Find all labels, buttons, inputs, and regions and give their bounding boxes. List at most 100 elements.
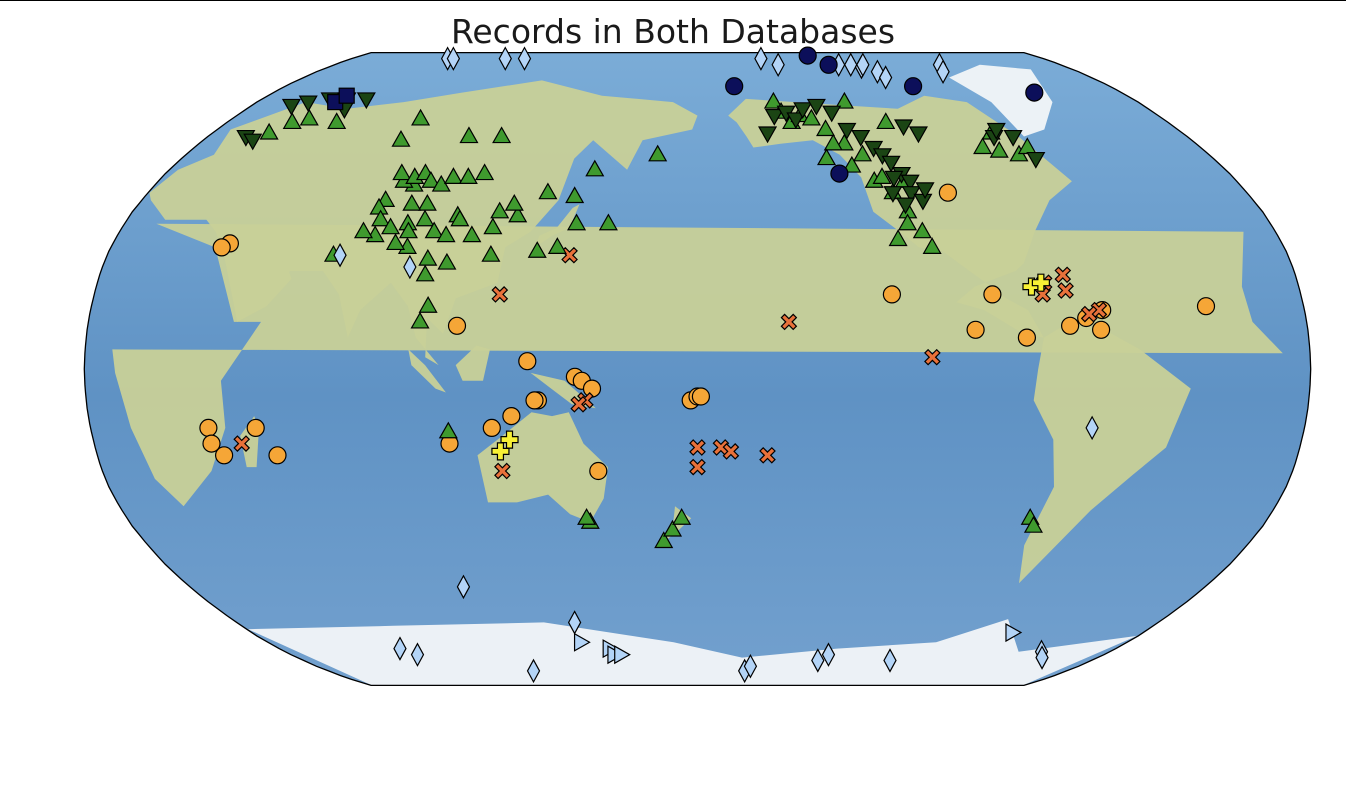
marker-triangle-up-green [481,244,501,262]
marker-circle-orange [212,238,231,257]
marker-cross-orange [722,443,740,460]
marker-triangle-down-dark [356,92,376,110]
marker-diamond-light [878,65,893,90]
marker-circle-navy [798,46,817,65]
marker-triangle-down-dark [806,98,826,116]
marker-plus-yellow [500,430,519,449]
marker-circle-orange [215,446,234,465]
marker-triangle-up-green [492,126,512,144]
marker-circle-orange [268,446,287,465]
marker-triangle-up-green [527,241,547,258]
marker-triangle-down-dark [243,133,263,151]
marker-triangle-up-green [973,137,993,155]
marker-triangle-up-green [411,108,431,126]
marker-circle-orange [199,418,218,437]
marker-triangle-up-green [402,193,422,211]
marker-triangle-down-dark [1026,151,1046,169]
map-title: Records in Both Databases [450,12,896,51]
marker-diamond-light [771,52,785,78]
marker-triangle-up-green [872,167,892,184]
marker-diamond-light [333,242,347,268]
marker-cross-orange [491,286,509,303]
marker-triangle-up-green [842,155,862,173]
marker-triangle-up-green [438,421,458,439]
marker-triangle-down-dark [837,122,857,140]
marker-circle-orange [518,352,537,371]
marker-triangle-up-green [876,112,896,130]
marker-circle-orange [938,183,958,202]
marker-triangle-down-dark [1003,129,1023,147]
marker-triangle-up-green [299,108,319,126]
marker-triangle-up-green [898,213,918,231]
marker-triangle-up-green [436,225,456,243]
marker-plus-yellow [1031,273,1050,292]
marker-circle-orange [966,320,985,339]
marker-diamond-light [883,648,897,673]
landmass-greenland [949,64,1053,137]
marker-triangle-up-green [922,237,942,254]
marker-triangle-right-light [573,632,591,652]
marker-triangle-up-green [763,91,783,109]
marker-circle-navy [830,164,849,183]
marker-cross-orange [924,348,941,366]
marker-triangle-up-green [654,531,674,549]
marker-diamond-light [743,654,758,679]
marker-triangle-up-green [475,163,495,181]
marker-cross-orange [494,462,511,480]
marker-triangle-up-green [912,221,932,239]
marker-triangle-down-dark [884,170,904,188]
marker-triangle-up-green [381,217,401,235]
marker-triangle-up-green [577,508,597,525]
marker-cross-orange [780,313,798,331]
marker-diamond-light [1085,415,1099,441]
marker-diamond-light [811,648,825,673]
marker-diamond-light [754,46,768,71]
marker-circle-orange [882,285,902,304]
marker-diamond-light [844,52,858,78]
landmass-s-america [1019,321,1191,584]
landmass-antarctica [248,619,1137,686]
marker-triangle-down-dark [793,102,813,120]
marker-triangle-up-green [392,163,412,181]
marker-circle-orange [482,418,501,437]
marker-triangle-down-dark [915,182,935,200]
landmass-new-guinea [530,372,596,409]
marker-triangle-up-green [450,209,470,227]
marker-triangle-up-green [1023,515,1043,533]
marker-diamond-light [410,642,425,667]
marker-triangle-up-green [424,221,444,239]
marker-diamond-light [1035,645,1049,670]
marker-triangle-up-green [371,209,391,227]
marker-diamond-light [456,574,471,600]
marker-cross-orange [759,446,776,464]
marker-circle-navy [1025,83,1044,102]
marker-cross-orange [689,458,706,476]
marker-diamond-light [856,52,870,78]
marker-cross-orange [1080,305,1098,323]
marker-triangle-down-dark [883,186,903,203]
landmass-sumatra [408,349,446,393]
globe-outline [83,51,1312,687]
marker-triangle-up-green [823,133,843,151]
marker-triangle-up-green [353,221,374,239]
marker-cross-orange [712,439,730,456]
marker-cross-orange [1090,301,1108,319]
marker-triangle-right-light [614,645,631,665]
marker-triangle-up-green [327,112,347,130]
top-border-line [0,0,1346,1]
marker-cross-orange [570,395,588,413]
marker-triangle-up-green [888,229,908,247]
marker-circle-navy [819,55,838,74]
marker-triangle-up-green [410,311,430,329]
marker-diamond-light [446,46,461,71]
marker-triangle-up-green [852,144,873,162]
marker-diamond-light [393,636,407,661]
marker-triangle-up-green [538,182,558,200]
marker-layer [199,46,1216,684]
marker-triangle-down-dark [822,105,842,123]
marker-square-navy [338,87,355,104]
marker-circle-orange [1196,297,1216,316]
landmass-borneo [455,345,490,381]
marker-triangle-down-dark [758,126,778,144]
